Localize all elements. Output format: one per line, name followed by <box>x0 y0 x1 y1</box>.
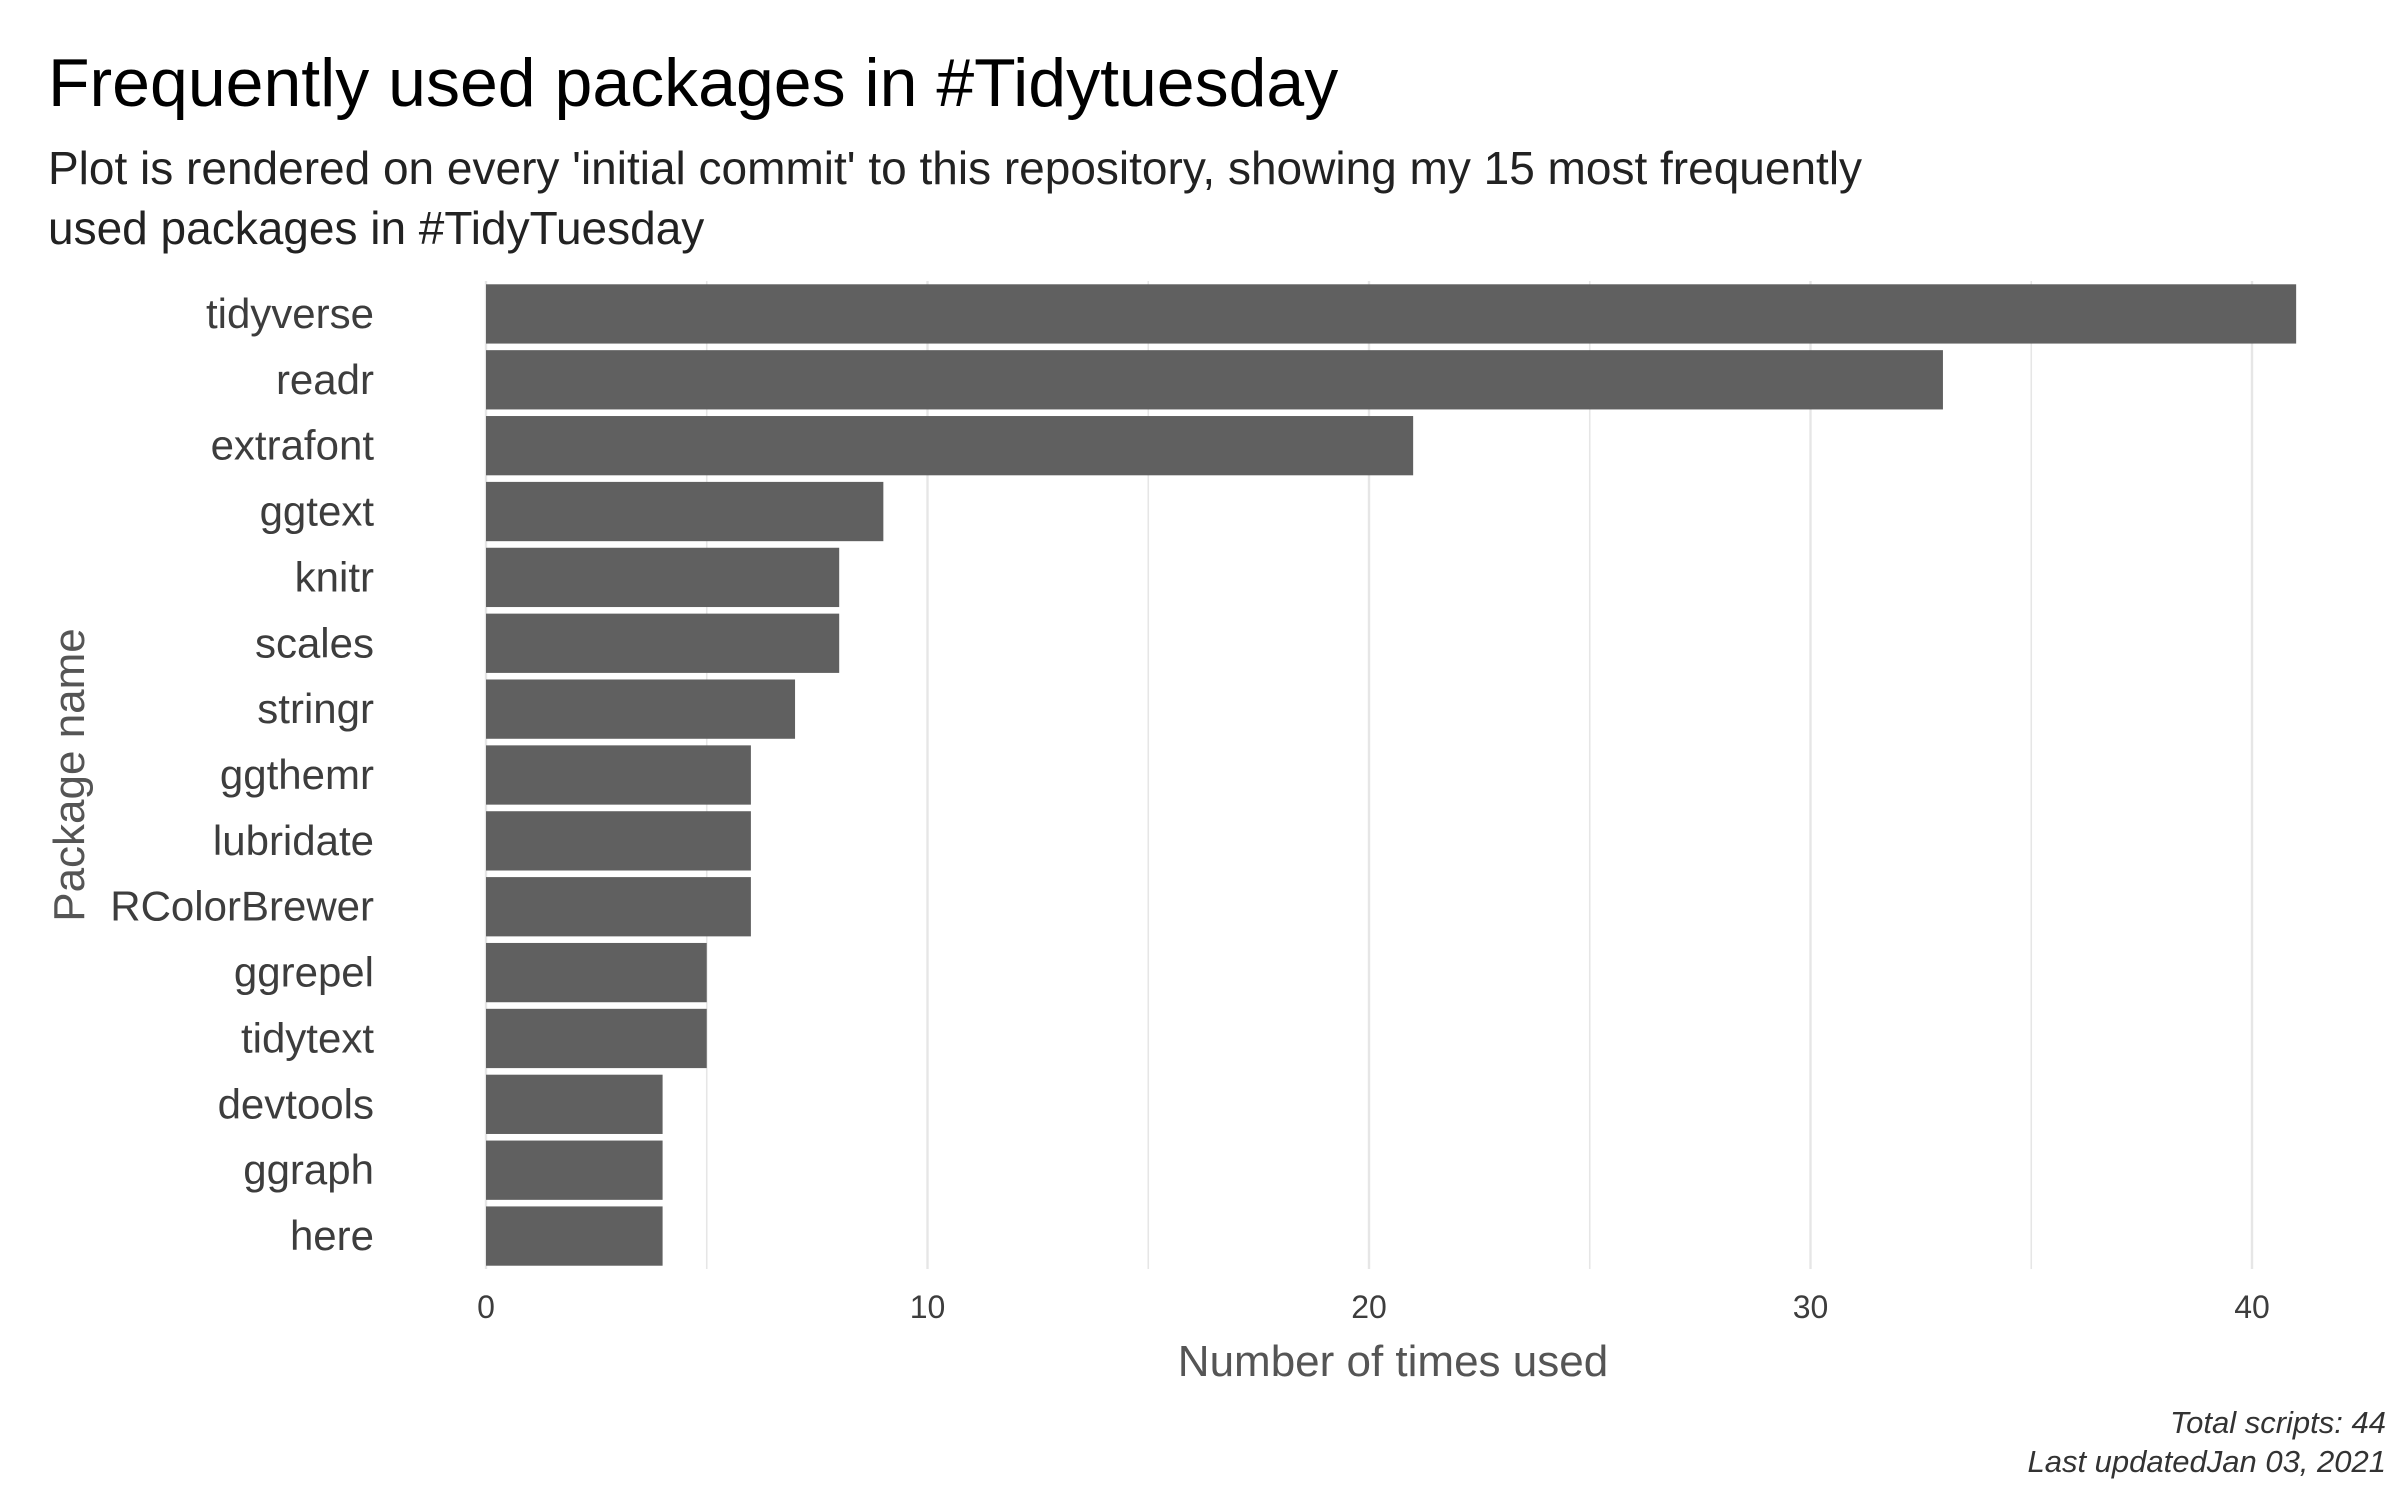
bar-ggtext <box>486 481 884 542</box>
y-tick-label: ggraph <box>243 1146 374 1193</box>
bar-ggraph <box>486 1140 663 1200</box>
y-tick-label: lubridate <box>213 817 374 864</box>
bar-lubridate <box>486 811 751 871</box>
y-axis-title: Package name <box>45 628 94 922</box>
chart-subtitle-line-1: Plot is rendered on every 'initial commi… <box>48 142 1862 194</box>
bar-stringr <box>486 679 796 739</box>
y-tick-label: ggrepel <box>234 949 374 996</box>
bar-readr <box>486 350 1943 410</box>
caption-last-updated: Last updatedJan 03, 2021 <box>2027 1444 2386 1479</box>
chart-subtitle-line-2: used packages in #TidyTuesday <box>48 202 704 254</box>
y-tick-label: ggtext <box>260 488 375 535</box>
y-tick-label: extrafont <box>211 422 375 469</box>
x-tick-label: 30 <box>1793 1289 1829 1325</box>
y-axis-labels: tidyverse readr extrafont ggtext knitr scales… <box>110 290 374 1259</box>
x-tick-label: 20 <box>1351 1289 1387 1325</box>
y-tick-label: tidytext <box>241 1014 374 1061</box>
chart-title: Frequently used packages in #Tidytuesday <box>48 45 1338 121</box>
x-axis-ticks: 0 10 20 30 40 <box>477 1289 2270 1325</box>
x-tick-label: 10 <box>910 1289 946 1325</box>
y-tick-label: devtools <box>218 1080 374 1127</box>
y-tick-label: here <box>290 1212 374 1259</box>
bar-extrafont <box>486 416 1414 476</box>
y-tick-label: ggthemr <box>220 751 374 798</box>
bar-tidyverse <box>486 284 2297 344</box>
y-tick-label: knitr <box>295 553 374 600</box>
caption-total-scripts: Total scripts: 44 <box>2170 1405 2386 1440</box>
x-axis-title: Number of times used <box>1178 1337 1608 1386</box>
bar-ggrepel <box>486 942 707 1003</box>
bar-scales <box>486 613 840 673</box>
bar-knitr <box>486 547 840 608</box>
y-tick-label: stringr <box>257 685 374 732</box>
x-tick-label: 0 <box>477 1289 495 1325</box>
y-tick-label: readr <box>276 356 374 403</box>
y-tick-label: scales <box>255 619 374 666</box>
bar-RColorBrewer <box>486 877 751 937</box>
bars <box>486 284 2297 1266</box>
y-tick-label: tidyverse <box>206 290 374 337</box>
bar-tidytext <box>486 1008 707 1069</box>
bar-ggthemr <box>486 745 751 805</box>
bar-here <box>486 1206 663 1266</box>
y-tick-label: RColorBrewer <box>110 883 374 930</box>
bar-devtools <box>486 1074 663 1134</box>
x-tick-label: 40 <box>2234 1289 2270 1325</box>
